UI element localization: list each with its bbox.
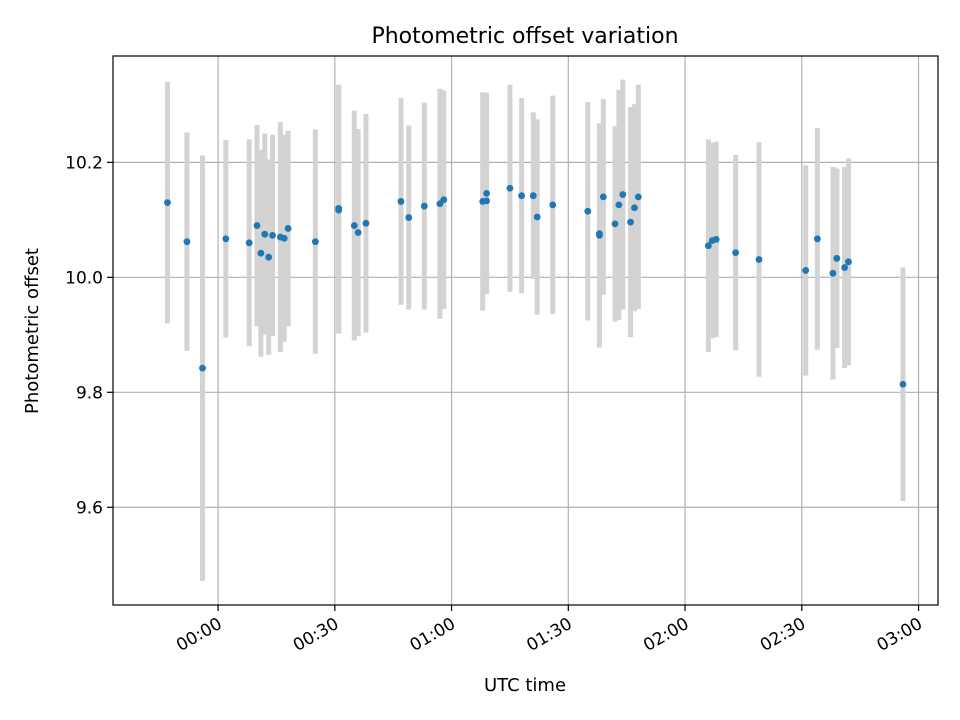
data-point bbox=[829, 269, 837, 277]
data-point bbox=[280, 234, 288, 242]
x-tick-label: 02:30 bbox=[757, 614, 809, 656]
data-points bbox=[164, 184, 907, 388]
data-point bbox=[483, 189, 490, 197]
data-point bbox=[627, 218, 634, 226]
data-point bbox=[634, 193, 642, 201]
y-tick-label: 9.8 bbox=[76, 383, 103, 403]
data-point bbox=[311, 238, 319, 246]
data-point bbox=[533, 213, 541, 221]
x-tick-label: 00:00 bbox=[173, 614, 225, 656]
data-point bbox=[420, 202, 428, 210]
data-point bbox=[269, 231, 276, 239]
data-point bbox=[335, 206, 343, 214]
y-tick-label: 9.6 bbox=[76, 498, 103, 518]
data-point bbox=[397, 198, 405, 205]
x-axis-label: UTC time bbox=[484, 675, 566, 696]
data-point bbox=[845, 258, 852, 266]
data-point bbox=[611, 220, 619, 228]
data-point bbox=[529, 192, 537, 200]
x-tick-label: 00:30 bbox=[290, 614, 342, 656]
data-point bbox=[833, 254, 841, 262]
data-point bbox=[899, 380, 907, 388]
x-tick-label: 01:30 bbox=[523, 614, 575, 656]
error-bars bbox=[164, 79, 906, 581]
data-point bbox=[245, 239, 253, 247]
data-point bbox=[362, 219, 370, 227]
data-point bbox=[183, 238, 191, 246]
data-point bbox=[257, 249, 265, 257]
y-axis-ticks: 9.6 9.8 10.0 10.2 bbox=[65, 153, 113, 518]
data-point bbox=[506, 184, 514, 192]
data-point bbox=[841, 264, 849, 271]
x-tick-label: 03:00 bbox=[874, 614, 926, 656]
data-point bbox=[164, 199, 171, 206]
data-point bbox=[261, 230, 269, 238]
data-point bbox=[440, 196, 448, 204]
data-point bbox=[350, 222, 358, 229]
data-point bbox=[619, 191, 627, 198]
y-tick-label: 10.0 bbox=[65, 268, 103, 288]
x-axis-ticks: 00:00 00:30 01:00 01:30 02:00 02:30 03:00 bbox=[173, 605, 926, 656]
y-axis-label: Photometric offset bbox=[22, 248, 43, 414]
data-point bbox=[732, 249, 740, 257]
data-point bbox=[596, 230, 603, 238]
x-tick-label: 02:00 bbox=[640, 614, 692, 656]
chart-title: Photometric offset variation bbox=[371, 24, 678, 49]
data-point bbox=[631, 204, 638, 212]
data-point bbox=[199, 364, 206, 372]
plot-frame bbox=[112, 55, 939, 606]
data-point bbox=[705, 242, 712, 250]
data-point bbox=[755, 256, 763, 263]
data-point bbox=[284, 225, 292, 232]
data-point bbox=[222, 235, 230, 243]
data-point bbox=[354, 229, 362, 236]
grid-lines bbox=[113, 56, 938, 605]
data-point bbox=[615, 201, 623, 209]
data-point bbox=[265, 253, 273, 261]
data-point bbox=[712, 235, 720, 243]
data-point bbox=[253, 222, 261, 229]
x-tick-label: 01:00 bbox=[407, 614, 459, 656]
data-point bbox=[483, 197, 490, 205]
data-point bbox=[584, 207, 592, 215]
data-point bbox=[599, 193, 607, 201]
data-point bbox=[549, 201, 557, 209]
y-tick-label: 10.2 bbox=[65, 153, 103, 173]
data-point bbox=[802, 267, 810, 274]
data-point bbox=[518, 192, 526, 200]
data-point bbox=[405, 214, 413, 221]
data-point bbox=[813, 235, 821, 243]
